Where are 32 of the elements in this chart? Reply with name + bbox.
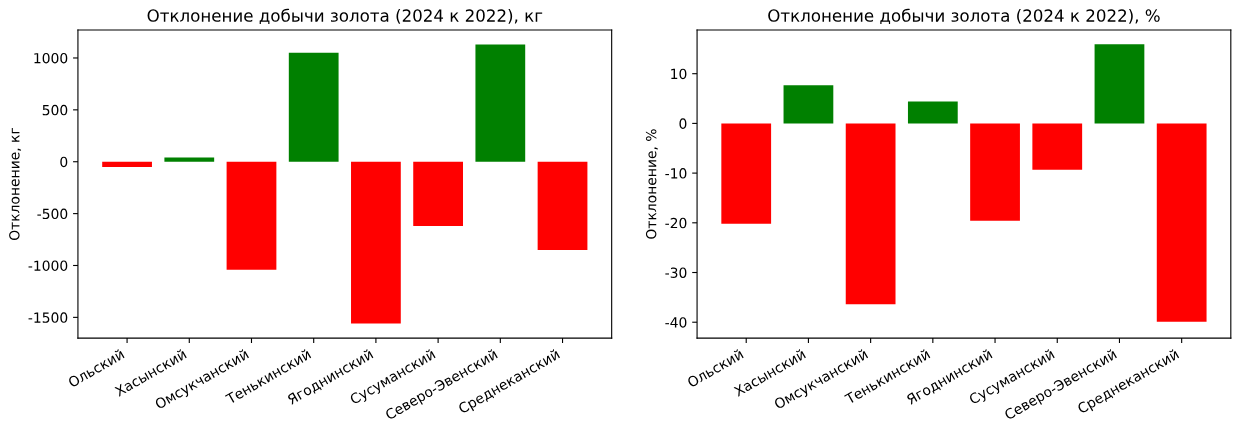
bar: [226, 161, 277, 270]
bar: [845, 123, 896, 305]
bar: [413, 161, 463, 227]
bar: [1094, 44, 1145, 124]
y-axis-title: Отклонение, %: [645, 129, 658, 239]
y-tick-label: 0: [679, 118, 687, 129]
chart-title: Отклонение добычи золота (2024 к 2022), кг: [147, 8, 543, 24]
y-tick-label: -30: [665, 267, 687, 278]
y-tick-label: 0: [60, 156, 68, 168]
bar: [970, 123, 1020, 221]
bar: [475, 44, 526, 162]
bar: [783, 85, 834, 124]
bar: [721, 123, 772, 224]
y-tick-label: -1500: [28, 312, 68, 323]
y-tick-label: -500: [37, 208, 68, 220]
bar: [1156, 123, 1207, 322]
bar: [164, 157, 215, 162]
y-axis-title: Отклонение, кг: [9, 127, 22, 241]
bar: [1032, 123, 1083, 170]
bar: [351, 161, 401, 324]
bar: [288, 52, 339, 162]
y-tick-label: -1000: [28, 260, 68, 271]
y-tick-label: -20: [665, 217, 687, 229]
bar: [537, 161, 588, 250]
y-tick-label: -40: [665, 317, 687, 328]
y-tick-label: -10: [665, 168, 687, 179]
bar: [907, 101, 958, 124]
y-tick-label: 1000: [34, 52, 68, 64]
y-tick-label: 10: [671, 68, 687, 80]
y-tick-label: 500: [42, 104, 68, 116]
bar: [102, 161, 152, 167]
chart-title: Отклонение добычи золота (2024 к 2022), %: [768, 8, 1160, 24]
